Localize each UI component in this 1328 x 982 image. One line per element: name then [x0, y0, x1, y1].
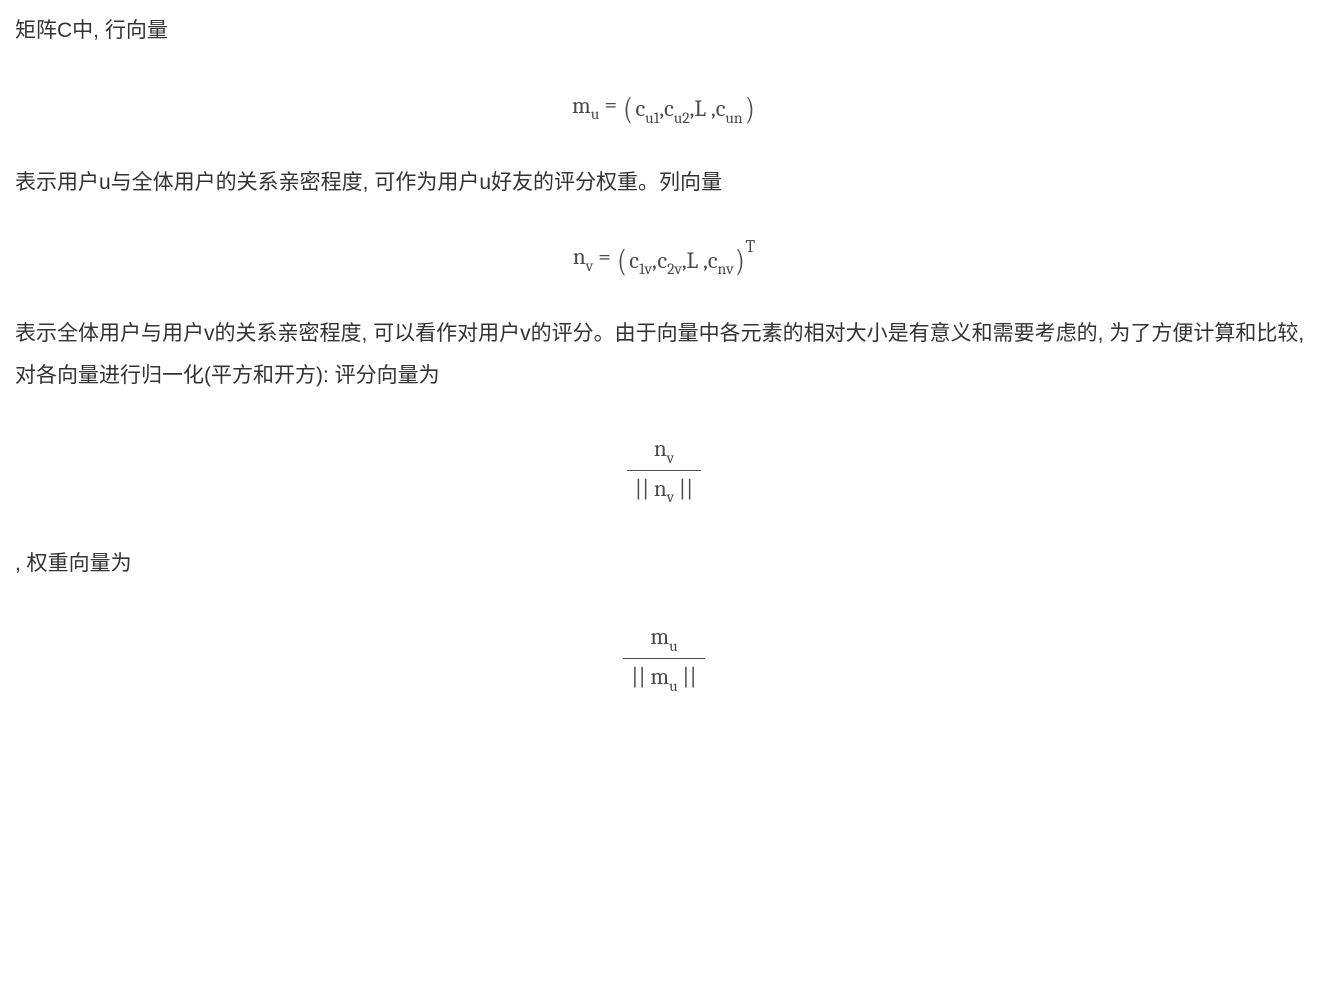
eq3-num-base: n [654, 435, 667, 462]
eq3-num-sub: v [667, 449, 674, 467]
paragraph-4: , 权重向量为 [15, 543, 1313, 585]
eq2-item1-base: c [657, 247, 667, 274]
equation-block-4: mu || mu || [15, 621, 1313, 695]
eq1-item0-base: c [635, 95, 645, 122]
eq2-item2-base: L [687, 247, 699, 274]
eq2-item0-base: c [629, 247, 639, 274]
eq1-item2-base: L [694, 95, 706, 122]
equation-block-2: nv = ( c1v, c2v,L ,cnv)T [15, 240, 1313, 278]
eq2-item3-sub: nv [718, 260, 734, 278]
eq1-item1-base: c [664, 95, 674, 122]
eq1-item1-sub: u2 [674, 109, 690, 127]
eq1-lhs-base: m [572, 92, 591, 119]
eq3-norm-close: || [679, 475, 694, 502]
paragraph-3: 表示全体用户与用户v的关系亲密程度, 可以看作对用户v的评分。由于向量中各元素的… [15, 313, 1313, 397]
eq3-numerator: nv [627, 433, 702, 471]
eq3-denominator: || nv || [627, 471, 702, 508]
paragraph-1: 矩阵C中, 行向量 [15, 10, 1313, 52]
paragraph-2: 表示用户u与全体用户的关系亲密程度, 可作为用户u好友的评分权重。列向量 [15, 162, 1313, 204]
equation-3: nv || nv || [627, 433, 702, 507]
eq2-item3-base: c [708, 247, 718, 274]
equation-block-3: nv || nv || [15, 433, 1313, 507]
eq4-den-base: m [650, 663, 669, 690]
eq3-fraction: nv || nv || [627, 433, 702, 507]
equation-block-1: mu = ( cu1,cu2,L ,cun ) [15, 88, 1313, 126]
eq1-sep-2: , [706, 95, 716, 122]
eq3-den-base: n [654, 475, 667, 502]
eq1-lhs-sub: u [591, 105, 600, 123]
eq2-lhs-base: n [573, 243, 586, 270]
eq2-exponent: T [745, 237, 755, 257]
equation-2: nv = ( c1v, c2v,L ,cnv)T [573, 240, 755, 278]
eq4-numerator: mu [623, 621, 705, 659]
eq4-num-base: m [650, 623, 669, 650]
eq1-open-paren: ( [624, 91, 633, 127]
eq1-close-paren: ) [746, 91, 755, 127]
eq2-item0-sub: 1v [639, 260, 652, 278]
eq4-norm-close: || [682, 663, 697, 690]
eq1-item3-sub: un [725, 109, 742, 127]
eq4-norm-open: || [631, 663, 646, 690]
eq1-item0-sub: u1 [645, 109, 659, 127]
eq3-den-sub: v [667, 488, 674, 506]
equation-1: mu = ( cu1,cu2,L ,cun ) [572, 88, 756, 126]
eq1-item3-base: c [716, 95, 726, 122]
eq2-close-paren: ) [735, 243, 744, 279]
eq3-norm-open: || [635, 475, 650, 502]
eq2-equals: = [593, 243, 616, 270]
eq4-fraction: mu || mu || [623, 621, 705, 695]
eq4-denominator: || mu || [623, 659, 705, 696]
eq2-lhs-sub: v [586, 257, 593, 275]
eq2-item1-sub: 2v [667, 260, 682, 278]
eq4-num-sub: u [669, 637, 678, 655]
eq1-equals: = [599, 91, 622, 118]
eq2-sep-0: , [652, 247, 656, 274]
eq2-open-paren: ( [617, 243, 626, 279]
eq4-den-sub: u [669, 677, 678, 695]
eq2-sep-2: , [698, 247, 708, 274]
equation-4: mu || mu || [623, 621, 705, 695]
